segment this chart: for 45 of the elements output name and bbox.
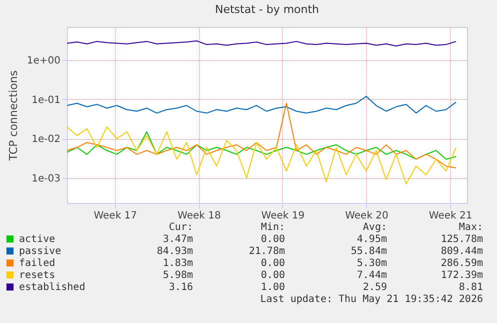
legend-label: passive [19, 246, 62, 257]
text: 0.00 [260, 270, 285, 282]
x-tick-label: Week 17 [94, 210, 138, 222]
text: 2.59 [362, 282, 387, 294]
text: 4.95m [356, 234, 387, 246]
y-tick-label: 1e+00 [26, 56, 60, 67]
y-tick-label: 1e-01 [32, 94, 60, 106]
text: 1.83m [162, 258, 193, 270]
text: 8.81 [458, 282, 483, 294]
legend-label: resets [19, 270, 56, 281]
text: 21.78m [248, 246, 285, 258]
chart-title: Netstat - by month [214, 3, 320, 16]
legend-label: established [19, 282, 86, 293]
text: 125.78m [440, 234, 483, 246]
text: 1.00 [260, 282, 285, 294]
text: 84.93m [156, 246, 193, 258]
legend-label: failed [19, 258, 56, 269]
y-tick-label: 1e-02 [32, 134, 60, 146]
text: Last update: Thu May 21 19:35:42 2026 [260, 294, 483, 306]
x-tick-label: Week 19 [261, 210, 305, 222]
text: 809.44m [440, 246, 483, 258]
text: 5.98m [162, 270, 193, 282]
text: 3.16 [168, 282, 193, 294]
line-series [67, 96, 457, 114]
text: Avg: [362, 222, 387, 234]
text: 0.00 [260, 258, 285, 270]
text: 286.59m [440, 258, 483, 270]
text: Cur: [168, 222, 193, 234]
line-series [67, 126, 457, 185]
text: 55.84m [350, 246, 387, 258]
y-axis-title: TCP connections [6, 70, 20, 162]
text: 7.44m [356, 270, 387, 282]
text: 172.39m [440, 270, 483, 282]
text: Max: [458, 222, 483, 234]
y-tick-label: 1e-03 [32, 173, 60, 184]
text: Min: [260, 222, 285, 234]
text: 3.47m [162, 234, 193, 246]
x-tick-label: Week 20 [345, 210, 388, 222]
legend-label: active [19, 234, 56, 245]
line-series [67, 131, 457, 160]
text: 0.00 [260, 234, 285, 246]
x-tick-label: Week 21 [428, 210, 472, 222]
line-series [67, 102, 457, 168]
x-tick-label: Week 18 [178, 210, 221, 222]
text: 5.30m [356, 258, 387, 270]
